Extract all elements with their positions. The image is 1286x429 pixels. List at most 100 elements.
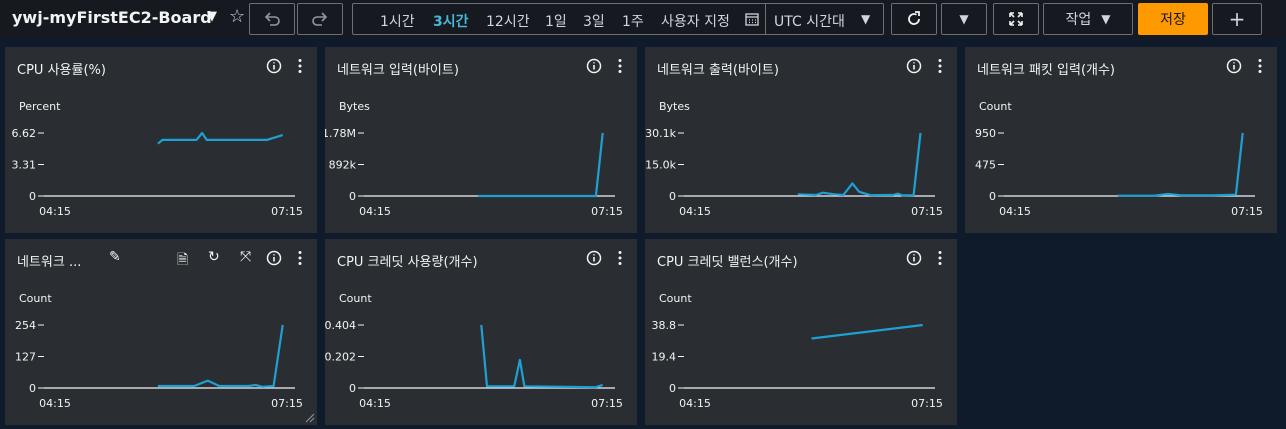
info-icon[interactable] [586, 58, 602, 74]
widget-unit-label: Bytes [659, 100, 690, 113]
y-tick-label: 0 [349, 382, 356, 395]
widget-menu-icon[interactable] [937, 250, 943, 266]
x-tick-label: 04:15 [359, 397, 391, 410]
time-range-1h[interactable]: 1시간 [380, 14, 415, 30]
info-icon[interactable] [266, 58, 282, 74]
widget-title[interactable]: 네트워크 입력(바이트) [337, 63, 459, 78]
widget-title[interactable]: CPU 사용률(%) [17, 63, 106, 78]
series-line[interactable] [797, 132, 922, 197]
widget-chart: 6.62 3.31 004:15 07:15 [12, 127, 303, 218]
widget-menu-icon[interactable] [1257, 58, 1263, 74]
edit-icon[interactable]: ✎ [109, 249, 121, 265]
info-icon[interactable] [906, 58, 922, 74]
undo-button[interactable] [249, 3, 295, 35]
widget-panel[interactable]: CPU 크레딧 밸런스(개수) Count 38.8 19.4 0 04:15 07:15 [645, 239, 957, 425]
calendar-icon[interactable] [745, 12, 759, 26]
title-dropdown-icon[interactable]: ▼ [207, 9, 217, 24]
y-tick-label: 38.8 [652, 319, 677, 332]
info-icon[interactable] [906, 250, 922, 266]
actions-button[interactable]: 작업 ▼ [1043, 3, 1133, 35]
info-icon[interactable] [1226, 58, 1242, 74]
y-tick-label: 6.62 [12, 127, 37, 140]
refresh-interval-caret-icon: ▼ [959, 12, 969, 26]
widget-menu-icon[interactable] [937, 58, 943, 74]
x-tick-label: 07:15 [591, 397, 623, 410]
series-line[interactable] [1117, 132, 1244, 197]
widget-title[interactable]: CPU 크레딧 사용량(개수) [337, 255, 478, 270]
time-range-1d[interactable]: 1일 [545, 14, 567, 30]
document-icon[interactable]: 🗎 [177, 252, 189, 268]
time-range-12h[interactable]: 12시간 [486, 14, 530, 30]
time-range-custom[interactable]: 사용자 지정 [661, 14, 730, 30]
widget-chart: 0.404 0.202 004:15 07:15 [325, 319, 623, 410]
time-range-3h[interactable]: 3시간 [433, 14, 469, 30]
x-tick-label: 04:15 [999, 205, 1031, 218]
dashboard-toolbar: ywj-myFirstEC2-Board ▼ ☆ 1시간 3시간 12시간 1일… [0, 0, 1286, 38]
x-tick-label: 04:15 [39, 397, 71, 410]
widget-chart: 30.1k 15.0k 004:15 07:15 [645, 127, 943, 218]
widget-unit-label: Count [659, 292, 692, 305]
save-button[interactable]: 저장 [1138, 3, 1208, 35]
y-tick-label: 950 [975, 127, 996, 140]
refresh-icon [908, 11, 920, 25]
x-tick-label: 04:15 [679, 397, 711, 410]
info-icon[interactable] [266, 250, 282, 266]
time-range-selector: 1시간 3시간 12시간 1일 3일 1주 사용자 지정 UTC 시간대 ▼ [352, 3, 884, 35]
y-tick-label: 1.78M [325, 127, 356, 140]
widget-menu-icon[interactable] [297, 58, 303, 74]
x-tick-label: 07:15 [911, 205, 943, 218]
widget-title[interactable]: CPU 크레딧 밸런스(개수) [657, 255, 798, 270]
x-tick-label: 04:15 [679, 205, 711, 218]
y-tick-label: 127 [15, 351, 36, 364]
widget-panel[interactable]: CPU 크레딧 사용량(개수) Count 0.404 0.202 0 04:15 07:1… [325, 239, 637, 425]
widget-title[interactable]: 네트워크 ... [17, 255, 82, 270]
x-tick-label: 07:15 [911, 397, 943, 410]
widget-unit-label: Count [339, 292, 372, 305]
widget-menu-icon[interactable] [617, 58, 623, 74]
widget-title[interactable]: 네트워크 출력(바이트) [657, 63, 779, 78]
favorite-star-icon[interactable]: ☆ [229, 6, 246, 27]
widget-panel[interactable]: 네트워크 입력(바이트) Bytes 1.78M 892k 0 04:15 07:15 [325, 47, 637, 233]
widget-panel[interactable]: 네트워크 패킷 입력(개수) Count 950 475 0 04:15 07:15 [965, 47, 1277, 233]
widget-title[interactable]: 네트워크 패킷 입력(개수) [977, 63, 1116, 78]
y-tick-label: 0 [29, 190, 36, 203]
series-line[interactable] [157, 324, 284, 388]
y-tick-label: 892k [329, 159, 357, 172]
resize-handle-icon[interactable] [305, 413, 315, 423]
x-tick-label: 07:15 [271, 397, 303, 410]
x-tick-label: 07:15 [1231, 205, 1263, 218]
refresh-icon[interactable]: ↻ [208, 249, 220, 265]
widget-panel[interactable]: 네트워크 ... ✎ 🗎 ↻ ⤧ Count 254 127 0 04:15 07:15 [5, 239, 317, 425]
y-tick-label: 0 [669, 190, 676, 203]
fullscreen-button[interactable] [993, 3, 1039, 35]
y-tick-label: 0 [989, 190, 996, 203]
series-line[interactable] [477, 132, 604, 198]
y-tick-label: 19.4 [652, 351, 677, 364]
info-icon[interactable] [586, 250, 602, 266]
timezone-select[interactable]: UTC 시간대 [774, 14, 845, 30]
refresh-button[interactable] [891, 3, 937, 35]
widget-panel[interactable]: CPU 사용률(%) Percent 6.62 3.31 0 04:15 07:15 [5, 47, 317, 233]
timezone-dropdown-icon[interactable]: ▼ [861, 12, 871, 26]
y-tick-label: 0 [349, 190, 356, 203]
expand-icon[interactable]: ⤧ [240, 249, 252, 265]
actions-label: 작업 [1065, 12, 1092, 28]
series-line[interactable] [157, 131, 284, 145]
widget-menu-icon[interactable] [617, 250, 623, 266]
y-tick-label: 0.202 [325, 351, 356, 364]
widget-menu-icon[interactable] [297, 250, 303, 266]
time-group-divider [765, 4, 766, 34]
time-range-1w[interactable]: 1주 [622, 14, 644, 30]
y-tick-label: 15.0k [645, 159, 676, 172]
dashboard-title[interactable]: ywj-myFirstEC2-Board [12, 8, 212, 27]
redo-button[interactable] [297, 3, 343, 35]
y-tick-label: 0.404 [325, 319, 356, 332]
series-line[interactable] [811, 323, 923, 340]
add-widget-button[interactable]: + [1212, 3, 1262, 35]
series-line[interactable] [480, 324, 604, 389]
refresh-interval-dropdown[interactable]: ▼ [941, 3, 987, 35]
time-range-3d[interactable]: 3일 [583, 14, 605, 30]
widget-panel[interactable]: 네트워크 출력(바이트) Bytes 30.1k 15.0k 0 04:15 07:15 [645, 47, 957, 233]
x-tick-label: 07:15 [591, 205, 623, 218]
widget-chart: 38.8 19.4 004:15 07:15 [652, 319, 943, 410]
